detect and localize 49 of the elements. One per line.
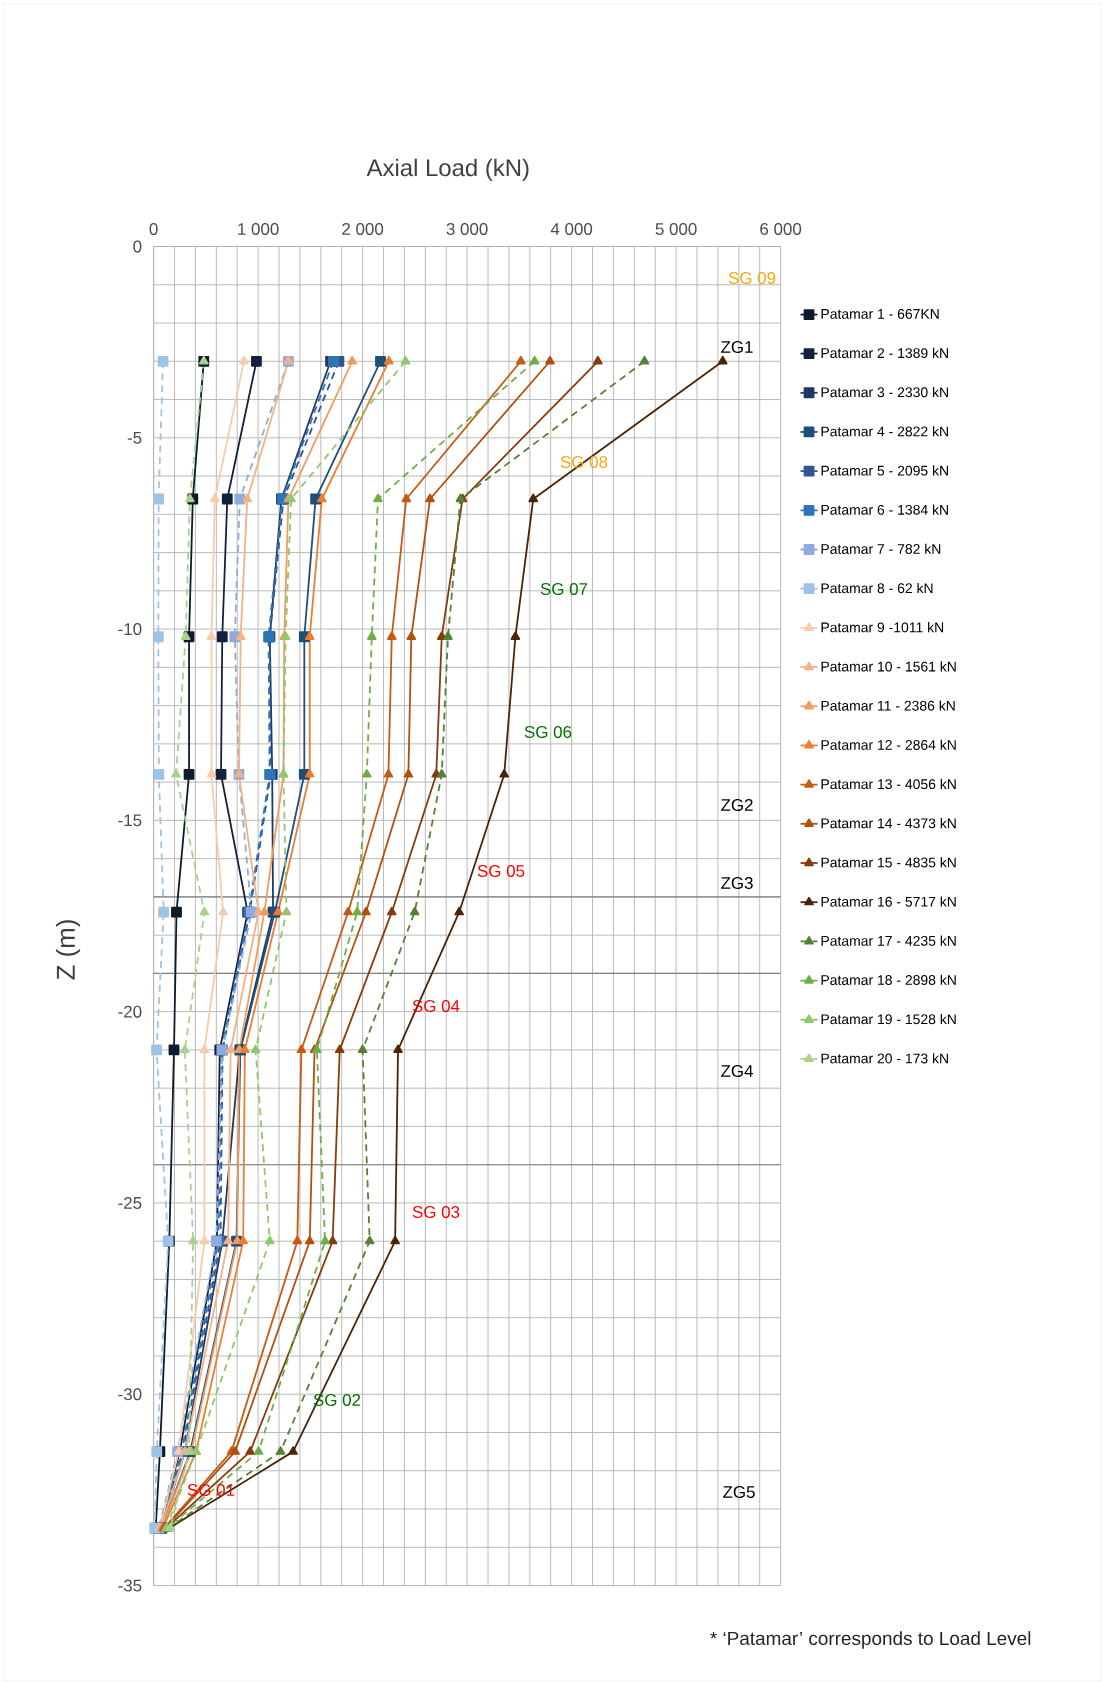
annotation: SG 07 (540, 582, 588, 595)
y-tick-label: -35 (118, 1579, 142, 1592)
y-tick-label: -15 (118, 814, 142, 827)
legend-label: Patamar 6 - 1384 kN (821, 504, 948, 515)
legend-label: Patamar 10 - 1561 kN (821, 661, 956, 672)
legend-label: Patamar 1 - 667KN (821, 308, 939, 319)
x-tick-label: 1 000 (238, 223, 279, 235)
annotation: ZG5 (723, 1486, 755, 1498)
annotation: ZG3 (721, 876, 753, 889)
x-tick-label: 0 (149, 223, 158, 235)
annotation: SG 09 (728, 271, 776, 284)
x-tick-label: 4 000 (550, 223, 593, 235)
annotation: ZG1 (721, 340, 753, 353)
annotation: SG 05 (477, 864, 525, 877)
legend-label: Patamar 15 - 4835 kN (821, 857, 956, 868)
legend-label: Patamar 20 - 173 kN (821, 1053, 948, 1064)
annotation: SG 03 (412, 1206, 460, 1218)
text: * ‘Patamar’ corresponds to Load Level (710, 1631, 1031, 1649)
legend-label: Patamar 14 - 4373 kN (821, 818, 956, 829)
legend-label: Patamar 7 - 782 kN (821, 543, 941, 554)
x-tick-label: 5 000 (655, 223, 697, 235)
legend-label: Patamar 12 - 2864 kN (821, 739, 956, 750)
legend-label: Patamar 2 - 1389 kN (821, 347, 948, 359)
y-tick-label: -10 (118, 623, 142, 636)
legend-label: Patamar 3 - 2330 kN (821, 386, 948, 398)
legend-label: Patamar 8 - 62 kN (821, 582, 933, 594)
legend-label: Patamar 13 - 4056 kN (821, 778, 956, 790)
y-axis-title: Z (m) (55, 920, 81, 980)
y-tick-label: -25 (118, 1196, 142, 1209)
x-tick-label: 2 000 (342, 223, 384, 235)
legend-label: Patamar 5 - 2095 kN (821, 465, 948, 476)
legend-label: Patamar 4 - 2822 kN (821, 426, 948, 437)
y-tick-label: -5 (127, 431, 142, 444)
legend-label: Patamar 9 -1011 kN (821, 622, 944, 633)
x-tick-label: 6 000 (760, 223, 802, 235)
x-axis-title: Axial Load (kN) (366, 158, 529, 181)
y-tick-label: 0 (133, 240, 142, 253)
y-tick-label: -30 (118, 1388, 142, 1401)
legend-label: Patamar 18 - 2898 kN (821, 974, 956, 986)
annotation: SG 08 (560, 455, 608, 468)
legend-label: Patamar 17 - 4235 kN (821, 935, 956, 946)
legend-label: Patamar 16 - 5717 kN (821, 896, 956, 907)
legend-label: Patamar 11 - 2386 kN (821, 700, 955, 711)
y-tick-label: -20 (118, 1005, 142, 1018)
annotation: SG 06 (524, 725, 572, 738)
x-tick-label: 3 000 (446, 223, 488, 235)
annotation: ZG2 (721, 798, 753, 811)
annotation: ZG4 (721, 1064, 753, 1077)
legend-label: Patamar 19 - 1528 kN (821, 1013, 956, 1025)
